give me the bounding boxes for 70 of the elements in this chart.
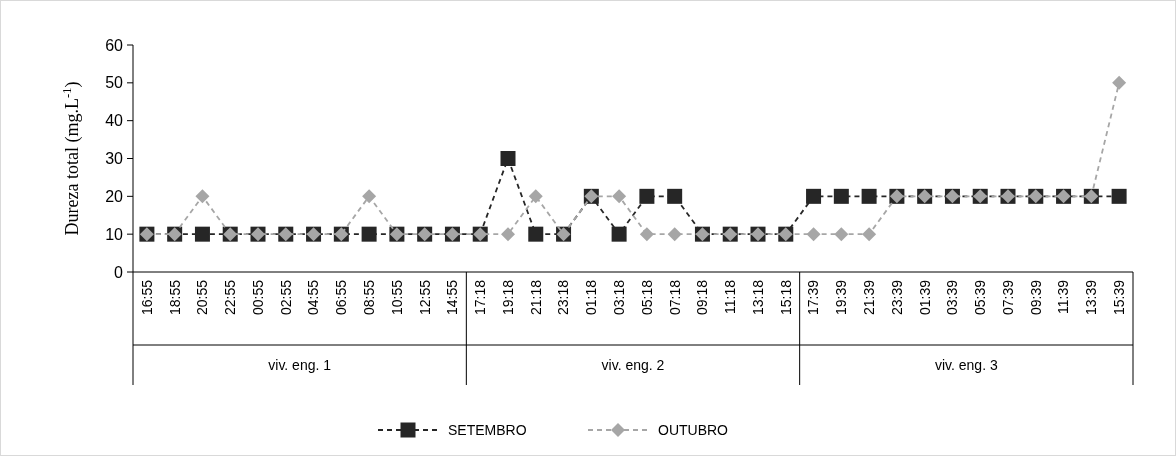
- text: viv. eng. 3: [934, 356, 998, 373]
- y-tick-label: 50: [105, 74, 124, 92]
- x-tick-label: 23:18: [555, 279, 572, 316]
- point: [1112, 75, 1127, 90]
- x-tick-label: 11:39: [1055, 279, 1072, 314]
- point: [361, 226, 377, 242]
- text: viv. eng. 2: [601, 356, 665, 373]
- legend-label: SETEMBRO: [448, 421, 527, 438]
- x-tick-label: 22:55: [222, 279, 239, 316]
- x-tick-label: 21:18: [527, 279, 544, 316]
- point: [833, 188, 849, 204]
- x-tick-label: 12:55: [416, 279, 433, 316]
- point: [612, 189, 627, 204]
- point: [639, 188, 655, 204]
- legend-label: OUTUBRO: [658, 421, 729, 438]
- x-tick-label: 02:55: [277, 279, 294, 316]
- point: [611, 226, 627, 242]
- x-tick-label: 14:55: [444, 279, 461, 316]
- x-tick-label: 15:18: [777, 279, 794, 316]
- x-tick-label: 23:39: [888, 279, 905, 316]
- x-tick-label: 01:39: [916, 279, 933, 316]
- x-tick-label: 13:39: [1083, 279, 1100, 316]
- x-tick-label: 13:18: [749, 279, 766, 316]
- x-tick-label: 17:39: [805, 279, 822, 316]
- x-tick-label: 08:55: [361, 279, 378, 316]
- point: [667, 188, 683, 204]
- x-tick-label: 07:18: [666, 279, 683, 316]
- x-tick-label: 06:55: [333, 279, 350, 316]
- x-tick-label: 20:55: [194, 279, 211, 316]
- x-tick-label: 09:18: [694, 279, 711, 316]
- x-tick-label: 01:18: [583, 279, 600, 316]
- x-tick-label: 10:55: [388, 279, 405, 316]
- point: [528, 226, 544, 242]
- point: [834, 227, 849, 242]
- y-tick-label: 10: [105, 225, 124, 243]
- x-tick-label: 19:18: [499, 279, 516, 316]
- y-tick-label: 40: [105, 112, 124, 130]
- x-tick-label: 03:39: [944, 279, 961, 316]
- point: [362, 189, 377, 204]
- y-tick-label: 0: [114, 263, 124, 281]
- x-tick-label: 00:55: [249, 279, 266, 316]
- point: [861, 188, 877, 204]
- point: [194, 226, 210, 242]
- x-tick-label: 15:39: [1111, 279, 1128, 316]
- y-tick-label: 20: [105, 187, 124, 205]
- x-tick-label: 18:55: [166, 279, 183, 316]
- point: [667, 227, 682, 242]
- point: [195, 189, 210, 204]
- point: [500, 151, 516, 166]
- point: [806, 188, 822, 204]
- x-tick-label: 05:18: [638, 279, 655, 316]
- x-tick-label: 11:18: [722, 279, 739, 314]
- x-tick-label: 19:39: [833, 279, 850, 316]
- x-tick-label: 03:18: [611, 279, 628, 316]
- point: [862, 227, 877, 242]
- point: [501, 227, 515, 242]
- x-tick-label: 04:55: [305, 279, 322, 316]
- point: [806, 227, 821, 242]
- x-tick-label: 09:39: [1027, 279, 1044, 316]
- point: [639, 227, 654, 242]
- x-tick-label: 05:39: [972, 279, 989, 316]
- point: [528, 189, 543, 204]
- text: viv. eng. 1: [268, 356, 332, 373]
- x-tick-label: 16:55: [138, 279, 155, 316]
- y-tick-label: 30: [105, 150, 124, 168]
- point: [1111, 188, 1127, 204]
- x-tick-label: 21:39: [861, 279, 878, 316]
- x-tick-label: 07:39: [999, 279, 1016, 316]
- x-tick-label: 17:18: [472, 279, 489, 316]
- y-tick-label: 60: [105, 36, 124, 54]
